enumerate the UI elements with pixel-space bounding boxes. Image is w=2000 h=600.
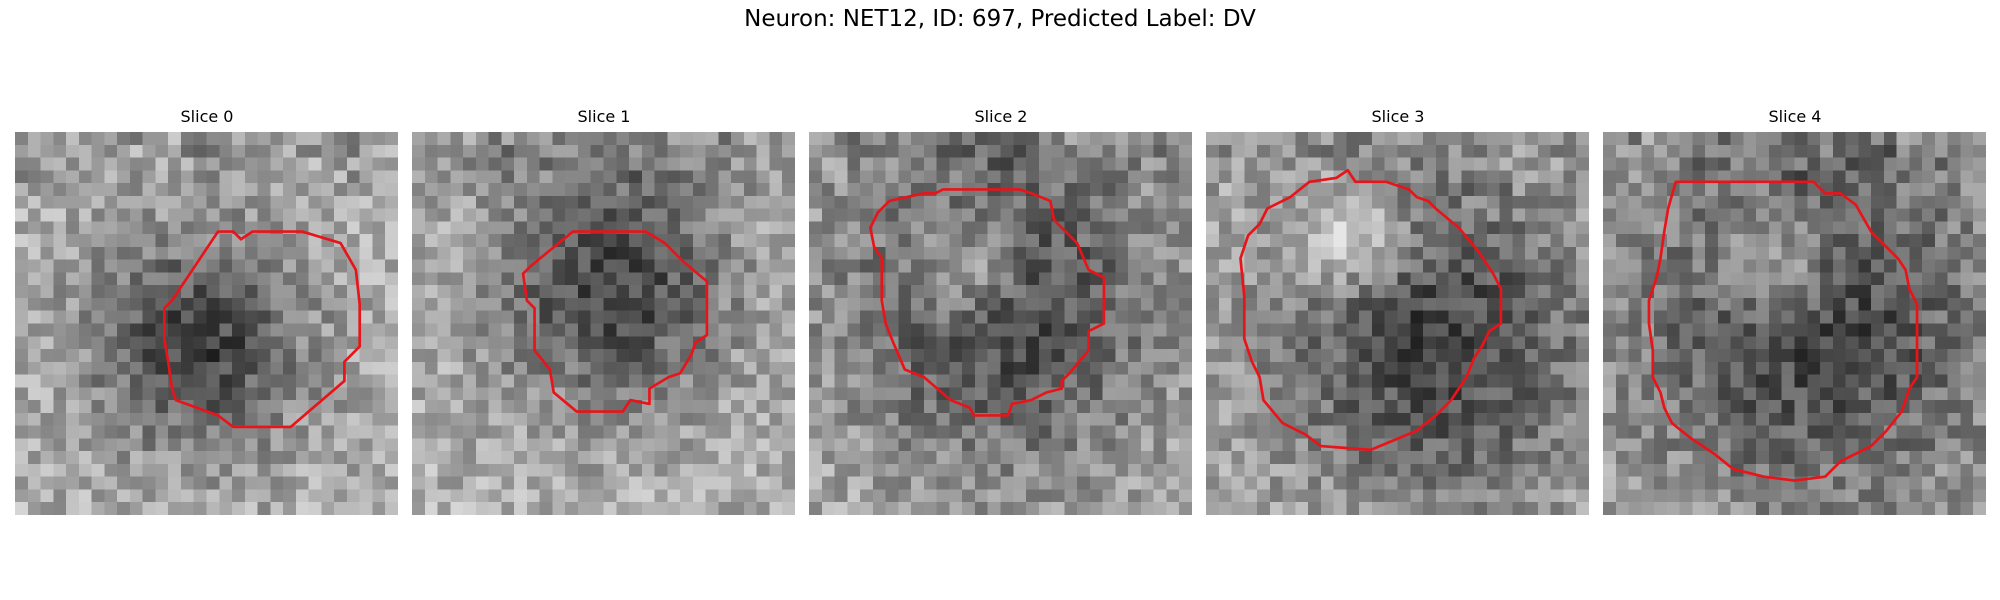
slice-title-1: Slice 1: [412, 106, 796, 128]
slice-panel-0: Slice 0: [15, 106, 399, 515]
slice-title-2: Slice 2: [809, 106, 1193, 128]
slice-image-4: [1603, 132, 1986, 515]
slice-image-1: [412, 132, 795, 515]
slice-panel-3: Slice 3: [1206, 106, 1590, 515]
slice-title-0: Slice 0: [15, 106, 399, 128]
slice-image-2: [809, 132, 1192, 515]
slice-panel-4: Slice 4: [1603, 106, 1987, 515]
figure-title: Neuron: NET12, ID: 697, Predicted Label:…: [0, 6, 2000, 32]
slice-panel-1: Slice 1: [412, 106, 796, 515]
slice-image-0: [15, 132, 398, 515]
slice-title-4: Slice 4: [1603, 106, 1987, 128]
slice-title-3: Slice 3: [1206, 106, 1590, 128]
slice-panel-2: Slice 2: [809, 106, 1193, 515]
slice-image-3: [1206, 132, 1589, 515]
